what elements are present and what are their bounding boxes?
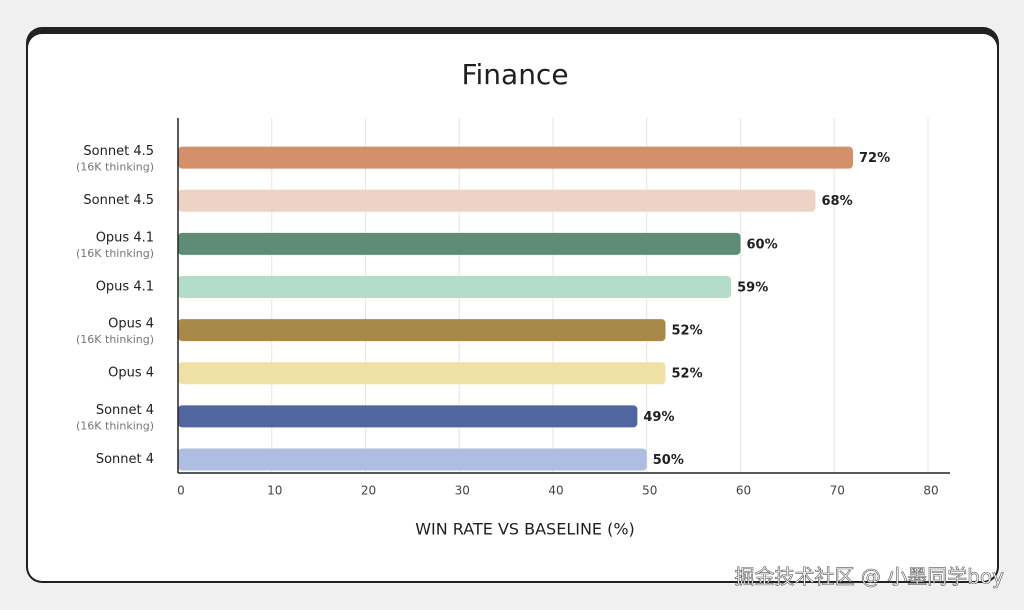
value-label: 72%	[859, 151, 890, 166]
y-tick-label: Sonnet 4.5	[83, 144, 154, 159]
y-tick-label: Opus 4.1	[96, 279, 154, 294]
x-tick-label: 60	[736, 484, 751, 498]
y-tick-note: (16K thinking)	[76, 247, 154, 260]
x-tick-label: 40	[548, 484, 563, 498]
bar	[178, 405, 638, 428]
chart-title: Finance	[461, 58, 568, 91]
value-label: 68%	[822, 194, 853, 209]
y-tick-note: (16K thinking)	[76, 161, 154, 174]
plot: 0 10 20 30 40 50 60 70 80 Sonnet 4.5 (16K thinking…	[76, 118, 950, 498]
value-label: 52%	[672, 367, 703, 382]
bar	[178, 146, 853, 169]
x-tick-label: 70	[830, 484, 845, 498]
card	[28, 34, 997, 581]
x-axis-label: WIN RATE VS BASELINE (%)	[415, 520, 635, 539]
value-label: 50%	[653, 453, 684, 468]
x-tick-label: 30	[455, 484, 470, 498]
y-tick-note: (16K thinking)	[76, 333, 154, 346]
y-tick-label: Opus 4	[108, 317, 154, 332]
bar	[178, 275, 732, 298]
x-tick-label: 50	[642, 484, 657, 498]
bar	[178, 448, 647, 471]
bar	[178, 189, 816, 212]
y-tick-label: Opus 4	[108, 366, 154, 381]
y-tick-label: Opus 4.1	[96, 230, 154, 245]
x-tick-label: 20	[361, 484, 376, 498]
bar	[178, 362, 666, 385]
value-label: 52%	[672, 324, 703, 339]
bar	[178, 232, 741, 255]
value-label: 49%	[643, 410, 674, 425]
x-tick-label: 0	[177, 484, 185, 498]
value-label: 59%	[737, 280, 768, 295]
x-tick-label: 80	[923, 484, 938, 498]
y-tick-label: Sonnet 4	[96, 452, 154, 467]
y-tick-label: Sonnet 4.5	[83, 193, 154, 208]
y-tick-note: (16K thinking)	[76, 419, 154, 432]
y-tick-label: Sonnet 4	[96, 403, 154, 418]
value-label: 60%	[747, 237, 778, 252]
x-tick-label: 10	[267, 484, 282, 498]
bar	[178, 319, 666, 342]
watermark: 掘金技术社区 @ 小墨同学boy	[735, 565, 1005, 589]
